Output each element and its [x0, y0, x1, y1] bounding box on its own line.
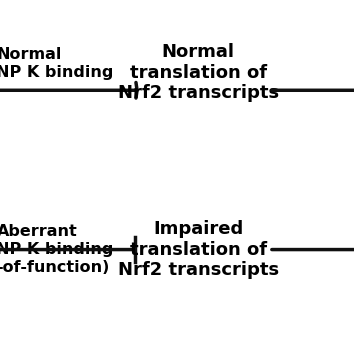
- Text: NP K binding: NP K binding: [0, 242, 114, 257]
- Text: Impaired
translation of
Nrf2 transcripts: Impaired translation of Nrf2 transcripts: [118, 220, 279, 279]
- Text: -of-function): -of-function): [0, 260, 110, 275]
- Text: Normal: Normal: [0, 47, 62, 62]
- Text: NP K binding: NP K binding: [0, 65, 114, 80]
- Text: Aberrant: Aberrant: [0, 224, 77, 239]
- Text: Normal
translation of
Nrf2 transcripts: Normal translation of Nrf2 transcripts: [118, 43, 279, 102]
